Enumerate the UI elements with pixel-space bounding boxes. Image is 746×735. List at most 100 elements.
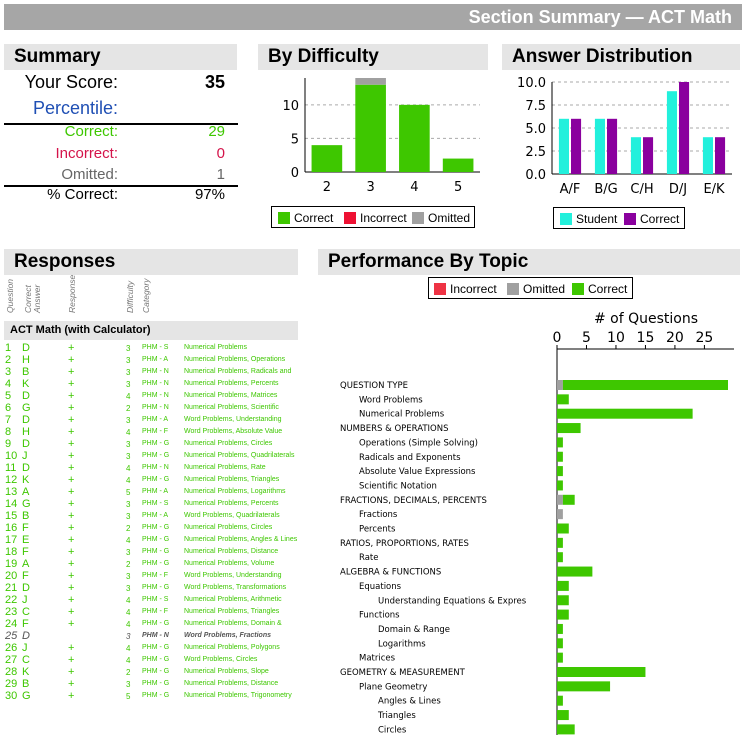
table-row: 25 D 3 PHM - N Word Problems, Fractions (4, 630, 298, 642)
page-banner-title: Section Summary — ACT Math (4, 4, 742, 30)
correct-answer: H (22, 354, 30, 366)
difficulty: 3 (126, 380, 131, 389)
question-number: 20 (5, 570, 18, 582)
incorrect-label: Incorrect: (55, 145, 118, 162)
response: + (68, 522, 75, 534)
y-tick-label: 7.5 (525, 99, 546, 114)
topic-bar-correct (557, 609, 569, 620)
x-tick-label: 4 (410, 180, 418, 195)
difficulty: 3 (126, 416, 131, 425)
topic-label: Percents (359, 525, 396, 535)
category-description: Numerical Problems, Arithmetic (184, 596, 282, 603)
category-description: Word Problems, Quadrilaterals (184, 512, 280, 519)
topic-bar-correct (557, 437, 563, 448)
category-description: Numerical Problems, Circles (184, 524, 273, 531)
table-row: 17 E +4 PHM - G Numerical Problems, Angles &… (4, 534, 298, 546)
question-number: 14 (5, 498, 18, 510)
question-number: 13 (5, 486, 18, 498)
question-number: 29 (5, 678, 18, 690)
category-description: Numerical Problems, Circles (184, 440, 273, 447)
question-number: 11 (5, 462, 17, 474)
category-description: Numerical Problems, Triangles (184, 608, 280, 615)
category-code: PHM - N (142, 368, 169, 375)
responses-section-header: ACT Math (with Calculator) (4, 321, 298, 340)
your-score-row: Your Score: 35 (0, 72, 240, 94)
topic-label: Domain & Range (378, 625, 450, 635)
correct-answer: K (22, 474, 30, 486)
correct-answer: J (22, 594, 28, 606)
correct-answer: D (22, 390, 30, 402)
topic-bar-correct (557, 695, 563, 706)
category-code: PHM - G (142, 668, 170, 675)
category-description: Numerical Problems, Quadrilaterals (184, 452, 295, 459)
category-code: PHM - S (142, 596, 169, 603)
category-code: PHM - N (142, 404, 169, 411)
topic-bar-omitted (557, 494, 563, 505)
topic-bar-omitted (557, 509, 563, 520)
correct-answer: K (22, 666, 30, 678)
category-code: PHM - G (142, 452, 170, 459)
bar-student (594, 118, 605, 174)
y-tick-label: 10.0 (517, 76, 546, 91)
topic-label: Rate (359, 553, 379, 563)
difficulty: 3 (126, 356, 131, 365)
x-tick-label: 20 (666, 330, 684, 346)
table-row: 22 J +4 PHM - S Numerical Problems, Arithmet… (4, 594, 298, 606)
difficulty: 4 (126, 428, 131, 437)
omitted-value: 1 (216, 166, 225, 183)
question-number: 8 (5, 426, 12, 438)
table-row: 10 J +3 PHM - G Numerical Problems, Quadrila… (4, 450, 298, 462)
summary-divider-bottom (4, 185, 238, 187)
question-number: 28 (5, 666, 18, 678)
category-code: PHM - N (142, 632, 169, 639)
correct-answer: G (22, 402, 31, 414)
category-description: Word Problems, Circles (184, 656, 258, 663)
distribution-title: Answer Distribution (502, 44, 740, 70)
column-header: Response (67, 274, 77, 313)
table-row: 3 B +3 PHM - N Numerical Problems, Radicals … (4, 366, 298, 378)
question-number: 12 (5, 474, 18, 486)
difficulty: 3 (126, 440, 131, 449)
bar-student (630, 137, 641, 174)
correct-answer: B (22, 510, 30, 522)
question-number: 15 (5, 510, 18, 522)
table-row: 12 K +4 PHM - G Numerical Problems, Triangle… (4, 474, 298, 486)
correct-answer: B (22, 678, 30, 690)
question-number: 23 (5, 606, 18, 618)
topic-label: Absolute Value Expressions (359, 467, 476, 477)
response: + (68, 414, 75, 426)
question-number: 6 (5, 402, 12, 414)
table-row: 27 C +4 PHM - G Word Problems, Circles (4, 654, 298, 666)
response: + (68, 558, 75, 570)
question-number: 30 (5, 690, 18, 702)
question-number: 7 (5, 414, 12, 426)
correct-answer: J (22, 642, 28, 654)
difficulty: 3 (126, 344, 131, 353)
topic-bar-correct (557, 681, 611, 692)
topic-label: Plane Geometry (359, 682, 427, 692)
topic-label: Angles & Lines (378, 697, 441, 707)
response: + (68, 462, 75, 474)
question-number: 22 (5, 594, 18, 606)
topic-bar-correct (557, 710, 569, 721)
topics-legend: Incorrect Omitted Correct (428, 277, 633, 299)
table-row: 6 G +2 PHM - N Numerical Problems, Scientifi… (4, 402, 298, 414)
difficulty: 4 (126, 476, 131, 485)
topic-label: GEOMETRY & MEASUREMENT (340, 668, 466, 678)
question-number: 17 (5, 534, 18, 546)
difficulty: 5 (126, 488, 131, 497)
bar-correct (607, 118, 618, 174)
category-code: PHM - G (142, 644, 170, 651)
correct-answer: D (22, 414, 30, 426)
category-code: PHM - G (142, 680, 170, 687)
pct-correct-value: 97% (194, 186, 225, 203)
legend-topic-correct: Correct (572, 282, 627, 296)
category-description: Numerical Problems, Domain & (184, 620, 282, 627)
difficulty: 3 (126, 572, 131, 581)
correct-answer: D (22, 582, 30, 594)
question-number: 2 (5, 354, 12, 366)
topic-bar-correct (557, 724, 575, 735)
category-description: Numerical Problems, Matrices (184, 392, 278, 399)
topic-label: Triangles (377, 711, 416, 721)
y-tick-label: 5.0 (525, 122, 546, 137)
